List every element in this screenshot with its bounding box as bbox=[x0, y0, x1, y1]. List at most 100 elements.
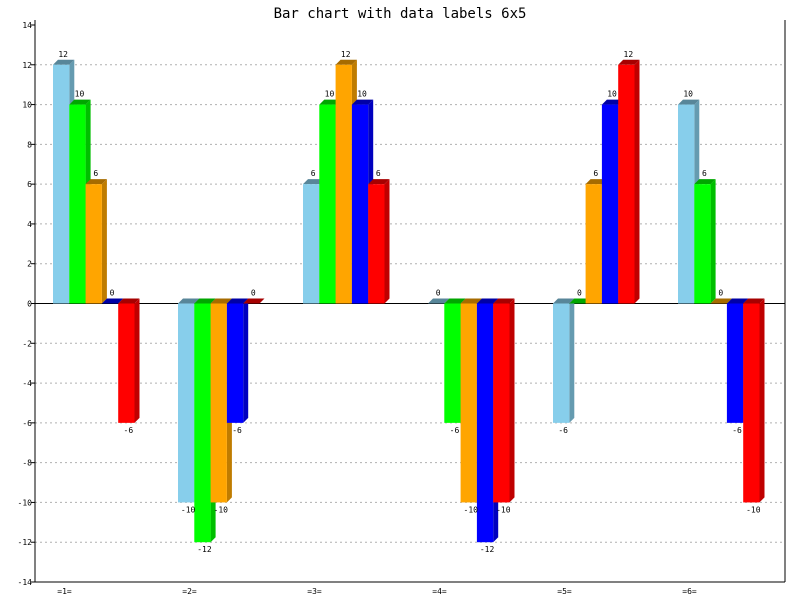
data-label: 6 bbox=[593, 169, 598, 178]
x-tick-label: =1= bbox=[57, 587, 72, 596]
bar-top bbox=[243, 298, 265, 304]
y-tick-label: 8 bbox=[27, 140, 32, 149]
data-label: 10 bbox=[607, 90, 617, 99]
data-label: 0 bbox=[251, 289, 256, 298]
y-tick-label: 6 bbox=[27, 180, 32, 189]
y-tick-label: -4 bbox=[22, 379, 32, 388]
x-tick-label: =5= bbox=[557, 587, 572, 596]
bar bbox=[69, 104, 86, 304]
bar-top bbox=[53, 59, 75, 65]
bar bbox=[694, 184, 711, 304]
bar bbox=[194, 303, 211, 543]
bar-top bbox=[678, 99, 700, 105]
y-tick-label: 0 bbox=[27, 300, 32, 309]
bar-side bbox=[101, 179, 107, 304]
data-label: -6 bbox=[450, 426, 460, 435]
bar-top bbox=[710, 298, 732, 304]
bar bbox=[210, 303, 227, 503]
data-label: 10 bbox=[683, 90, 693, 99]
y-tick-label: -10 bbox=[18, 498, 33, 507]
bar-top bbox=[743, 298, 765, 304]
bar bbox=[726, 303, 744, 423]
bar bbox=[178, 303, 195, 503]
bar-top bbox=[428, 298, 450, 304]
chart-title: Bar chart with data labels 6x5 bbox=[274, 6, 527, 22]
data-label: -10 bbox=[214, 505, 229, 514]
bar bbox=[303, 184, 320, 304]
bar-top bbox=[601, 99, 624, 105]
bar-side bbox=[634, 59, 640, 304]
bar-top bbox=[618, 59, 640, 65]
bar-top bbox=[118, 298, 140, 304]
data-label: -6 bbox=[558, 426, 568, 435]
bar-top bbox=[444, 298, 466, 304]
data-label: -10 bbox=[464, 505, 479, 514]
bar-top bbox=[101, 298, 124, 304]
bar-top bbox=[210, 298, 232, 304]
y-tick-label: -14 bbox=[18, 578, 33, 587]
data-label: 6 bbox=[93, 169, 98, 178]
data-label: 12 bbox=[58, 50, 68, 59]
bar bbox=[444, 303, 461, 423]
bars bbox=[53, 59, 765, 543]
bar bbox=[335, 64, 352, 304]
bar-side bbox=[569, 298, 575, 423]
bar bbox=[743, 303, 760, 503]
data-label: -12 bbox=[480, 545, 495, 554]
bar-top bbox=[226, 298, 249, 304]
data-label: 0 bbox=[577, 289, 582, 298]
bar-side bbox=[710, 179, 716, 304]
bar-top bbox=[694, 179, 716, 185]
bar-top bbox=[335, 59, 357, 65]
bar bbox=[678, 104, 695, 304]
data-label: 6 bbox=[311, 169, 316, 178]
bar-top bbox=[351, 99, 374, 105]
axes: -14 -12 -10 -8 -6 -4 -2 0 2 4 6 8 10 12 14 =1= =2= =3= =4=… bbox=[18, 20, 786, 596]
data-label: -6 bbox=[232, 426, 242, 435]
y-tick-label: -6 bbox=[22, 419, 32, 428]
bar-top bbox=[319, 99, 341, 105]
data-label: -10 bbox=[496, 505, 511, 514]
bar-top bbox=[476, 298, 499, 304]
data-label: -6 bbox=[732, 426, 742, 435]
data-label: -12 bbox=[197, 545, 212, 554]
y-tick-label: 4 bbox=[27, 220, 32, 229]
bar bbox=[585, 184, 602, 304]
data-label: 12 bbox=[624, 50, 634, 59]
bar bbox=[368, 184, 385, 304]
bar bbox=[351, 104, 369, 304]
bar-top bbox=[460, 298, 482, 304]
data-label: 6 bbox=[702, 169, 707, 178]
bar bbox=[618, 64, 635, 304]
bar-side bbox=[509, 298, 515, 503]
bar-top bbox=[178, 298, 200, 304]
bar bbox=[553, 303, 570, 423]
data-labels: 12 10 6 0 -6 -10 -12 -10 -6 0 6 10 12 10 6 0 -6 -10 -12 -10… bbox=[58, 50, 760, 554]
bar-top bbox=[726, 298, 749, 304]
bar-top bbox=[303, 179, 325, 185]
x-tick-label: =4= bbox=[432, 587, 447, 596]
data-label: -10 bbox=[746, 505, 761, 514]
data-label: 0 bbox=[110, 289, 115, 298]
y-tick-label: -2 bbox=[22, 339, 32, 348]
bar bbox=[476, 303, 494, 543]
bar bbox=[601, 104, 619, 304]
data-label: 0 bbox=[718, 289, 723, 298]
data-label: 12 bbox=[341, 50, 351, 59]
bar bbox=[226, 303, 244, 423]
data-label: 10 bbox=[325, 90, 335, 99]
data-label: -6 bbox=[124, 426, 134, 435]
grid-lines bbox=[35, 64, 785, 543]
x-tick-label: =6= bbox=[682, 587, 697, 596]
y-tick-label: 10 bbox=[22, 101, 32, 110]
bar-top bbox=[69, 99, 91, 105]
data-label: 0 bbox=[436, 289, 441, 298]
bar bbox=[319, 104, 336, 304]
x-tick-label: =2= bbox=[182, 587, 197, 596]
bar bbox=[53, 64, 70, 304]
bar-side bbox=[759, 298, 765, 503]
bar bbox=[460, 303, 477, 503]
y-tick-label: 2 bbox=[27, 260, 32, 269]
bar-top bbox=[585, 179, 607, 185]
